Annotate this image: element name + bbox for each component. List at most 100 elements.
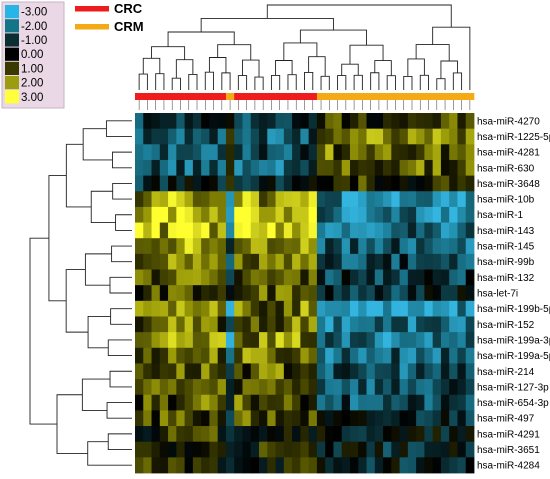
heatmap-cell — [234, 316, 243, 333]
heatmap-cell — [325, 300, 334, 317]
heatmap-cell — [225, 285, 235, 302]
column-group-cell — [225, 93, 235, 100]
dendrogram-branch — [151, 46, 186, 60]
heatmap-cell — [283, 128, 293, 145]
heatmap-cell — [391, 426, 400, 443]
heatmap-cell — [242, 128, 252, 145]
heatmap-cell — [465, 300, 475, 317]
heatmap-cell — [217, 269, 227, 286]
heatmap-cell — [292, 113, 301, 130]
heatmap-cell — [184, 222, 194, 239]
heatmap-cell — [225, 128, 235, 145]
heatmap-cell — [217, 128, 227, 145]
heatmap-cell — [374, 316, 384, 333]
heatmap-cell — [424, 441, 434, 458]
dendrogram-branch — [200, 18, 334, 32]
heatmap-cell — [391, 206, 400, 223]
heatmap-cell — [250, 269, 260, 286]
heatmap-cell — [308, 363, 318, 380]
heatmap-cell — [135, 113, 144, 130]
heatmap-cell — [217, 238, 227, 255]
heatmap-cell — [159, 144, 169, 161]
dendrogram-branch — [254, 76, 264, 90]
heatmap-cell — [308, 144, 318, 161]
heatmap-cell — [159, 191, 169, 208]
heatmap-cell — [300, 191, 310, 208]
heatmap-cell — [432, 394, 442, 411]
heatmap-cell — [168, 363, 177, 380]
heatmap-cell — [151, 332, 161, 349]
heatmap-cell — [267, 316, 276, 333]
heatmap-cell — [325, 128, 334, 145]
dendrogram-branch — [308, 56, 326, 77]
heatmap-cell — [225, 363, 235, 380]
heatmap-cell — [424, 238, 434, 255]
row-label: hsa-miR-214 — [477, 367, 535, 378]
heatmap-cell — [358, 332, 367, 349]
heatmap-cell — [168, 206, 177, 223]
heatmap-cell — [283, 269, 293, 286]
heatmap-cell — [275, 347, 285, 364]
heatmap-cell — [341, 426, 351, 443]
heatmap-cell — [250, 285, 260, 302]
dendrogram-branch — [115, 214, 132, 231]
heatmap-cell — [308, 113, 318, 130]
heatmap-cell — [209, 191, 219, 208]
heatmap-cell — [201, 144, 210, 161]
heatmap-cell — [325, 113, 334, 130]
heatmap-cell — [308, 379, 318, 396]
heatmap-cell — [275, 457, 285, 474]
heatmap-cell — [267, 253, 276, 270]
heatmap-cell — [135, 238, 144, 255]
heatmap-cell — [432, 332, 442, 349]
heatmap-cell — [143, 191, 152, 208]
heatmap-cell — [391, 159, 400, 177]
heatmap-cell — [424, 128, 434, 145]
heatmap-cell — [267, 332, 276, 349]
heatmap-cell — [407, 457, 417, 474]
heatmap-cell — [432, 175, 442, 192]
heatmap-cell — [217, 441, 227, 458]
column-group-cell — [349, 93, 359, 100]
heatmap-cell — [201, 441, 210, 458]
heatmap-cell — [432, 191, 442, 208]
heatmap-cell — [358, 269, 367, 286]
heatmap-cell — [201, 426, 210, 443]
heatmap-cell — [184, 332, 194, 349]
heatmap-cell — [209, 269, 219, 286]
heatmap-cell — [341, 191, 351, 208]
heatmap-cell — [151, 316, 161, 333]
heatmap-cell — [267, 144, 276, 161]
heatmap-cell — [192, 159, 202, 177]
heatmap-cell — [217, 159, 227, 177]
heatmap-cell — [399, 144, 409, 161]
dendrogram-branch — [112, 151, 132, 169]
dendrogram-branch — [270, 74, 281, 90]
heatmap-cell — [358, 238, 367, 255]
heatmap-cell — [209, 379, 219, 396]
heatmap-cell — [250, 253, 260, 270]
column-group-cell — [242, 93, 252, 100]
heatmap-cell — [151, 379, 161, 396]
heatmap-cell — [440, 316, 450, 333]
heatmap-cell — [374, 410, 384, 427]
heatmap-cell — [300, 394, 310, 411]
heatmap-cell — [192, 238, 202, 255]
dendrogram-branch — [299, 29, 367, 46]
heatmap-cell — [432, 113, 442, 130]
heatmap-cell — [432, 347, 442, 364]
heatmap-cell — [159, 363, 169, 380]
heatmap-cell — [217, 300, 227, 317]
heatmap-cell — [440, 379, 450, 396]
heatmap-cell — [250, 144, 260, 161]
heatmap-cell — [383, 222, 392, 239]
heatmap-cell — [432, 426, 442, 443]
heatmap-cell — [275, 144, 285, 161]
heatmap-cell — [184, 206, 194, 223]
scale-label: -3.00 — [21, 7, 47, 19]
heatmap-cell — [292, 253, 301, 270]
heatmap-cell — [449, 144, 458, 161]
heatmap-cell — [143, 441, 152, 458]
heatmap-cell — [300, 300, 310, 317]
dendrogram-branch — [84, 253, 112, 286]
